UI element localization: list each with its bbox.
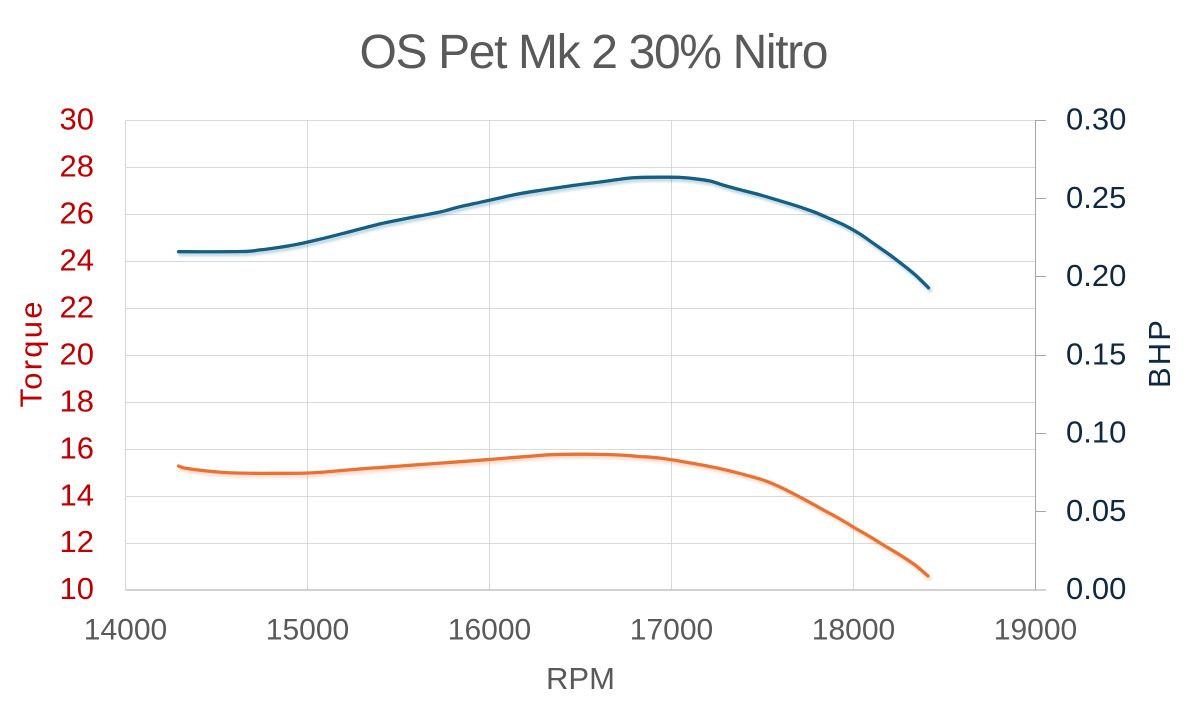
svg-text:0.30: 0.30 bbox=[1066, 102, 1126, 137]
svg-text:0.15: 0.15 bbox=[1066, 337, 1126, 372]
svg-text:20: 20 bbox=[60, 337, 94, 372]
svg-text:15000: 15000 bbox=[266, 614, 349, 647]
svg-text:14000: 14000 bbox=[84, 614, 167, 647]
svg-text:10: 10 bbox=[60, 571, 94, 606]
svg-text:28: 28 bbox=[60, 149, 94, 184]
svg-text:26: 26 bbox=[60, 196, 94, 231]
svg-text:OS Pet Mk 2 30% Nitro: OS Pet Mk 2 30% Nitro bbox=[360, 26, 829, 79]
svg-text:30: 30 bbox=[60, 102, 94, 137]
svg-text:12: 12 bbox=[60, 524, 94, 559]
svg-text:19000: 19000 bbox=[994, 614, 1077, 647]
svg-text:0.25: 0.25 bbox=[1066, 180, 1126, 215]
svg-text:0.00: 0.00 bbox=[1066, 571, 1126, 606]
svg-text:16000: 16000 bbox=[448, 614, 531, 647]
svg-text:BHP: BHP bbox=[1142, 320, 1177, 388]
svg-text:14: 14 bbox=[60, 477, 94, 512]
svg-text:0.05: 0.05 bbox=[1066, 493, 1126, 528]
svg-text:24: 24 bbox=[60, 243, 94, 278]
svg-text:RPM: RPM bbox=[546, 661, 615, 696]
svg-text:17000: 17000 bbox=[630, 614, 713, 647]
svg-text:0.10: 0.10 bbox=[1066, 415, 1126, 450]
svg-text:18: 18 bbox=[60, 383, 94, 418]
svg-text:0.20: 0.20 bbox=[1066, 258, 1126, 293]
svg-text:Torque: Torque bbox=[14, 302, 49, 408]
svg-text:22: 22 bbox=[60, 290, 94, 325]
svg-text:16: 16 bbox=[60, 430, 94, 465]
svg-text:18000: 18000 bbox=[812, 614, 895, 647]
